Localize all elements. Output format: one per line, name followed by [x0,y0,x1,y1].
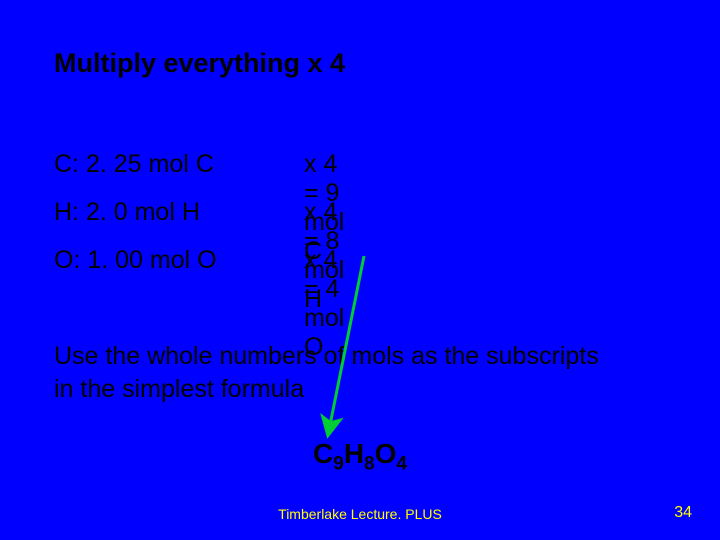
formula-subscript: 8 [364,454,375,475]
footer-text: Timberlake Lecture. PLUS [0,506,720,522]
formula-subscript: 9 [333,454,344,475]
formula-subscript: 4 [396,454,407,475]
formula-element: C [313,438,333,469]
row-left: H: 2. 0 mol H [54,198,304,227]
page-number: 34 [674,504,692,522]
row-left: O: 1. 00 mol O [54,246,304,275]
slide: Multiply everything x 4 C: 2. 25 mol C x… [0,0,720,540]
instruction-text: Use the whole numbers of mols as the sub… [54,340,614,405]
row-left: C: 2. 25 mol C [54,150,304,179]
formula-element: H [344,438,364,469]
slide-title: Multiply everything x 4 [54,48,345,79]
formula-element: O [375,438,397,469]
empirical-formula: C9H8O4 [0,438,720,476]
